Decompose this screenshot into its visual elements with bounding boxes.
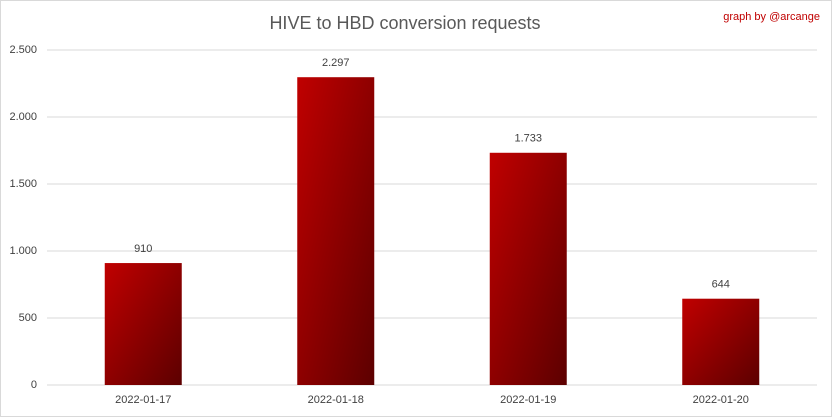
bar xyxy=(489,152,567,385)
data-label: 1.733 xyxy=(514,133,542,145)
data-label: 2.297 xyxy=(322,57,350,69)
y-tick-label: 0 xyxy=(31,379,37,391)
x-tick-label: 2022-01-18 xyxy=(308,394,364,406)
chart-title: HIVE to HBD conversion requests xyxy=(269,13,540,33)
x-tick-label: 2022-01-20 xyxy=(693,394,749,406)
x-tick-label: 2022-01-17 xyxy=(115,394,171,406)
bar xyxy=(682,298,760,385)
bar xyxy=(104,263,182,385)
y-tick-label: 1.000 xyxy=(9,245,37,257)
data-label: 644 xyxy=(712,279,730,291)
y-tick-label: 2.000 xyxy=(9,111,37,123)
bar xyxy=(297,77,375,386)
x-tick-label: 2022-01-19 xyxy=(500,394,556,406)
annotation: graph by @arcange xyxy=(723,11,820,23)
data-label: 910 xyxy=(134,243,152,255)
y-tick-label: 2.500 xyxy=(9,44,37,56)
y-tick-label: 500 xyxy=(19,312,37,324)
y-tick-label: 1.500 xyxy=(9,178,37,190)
